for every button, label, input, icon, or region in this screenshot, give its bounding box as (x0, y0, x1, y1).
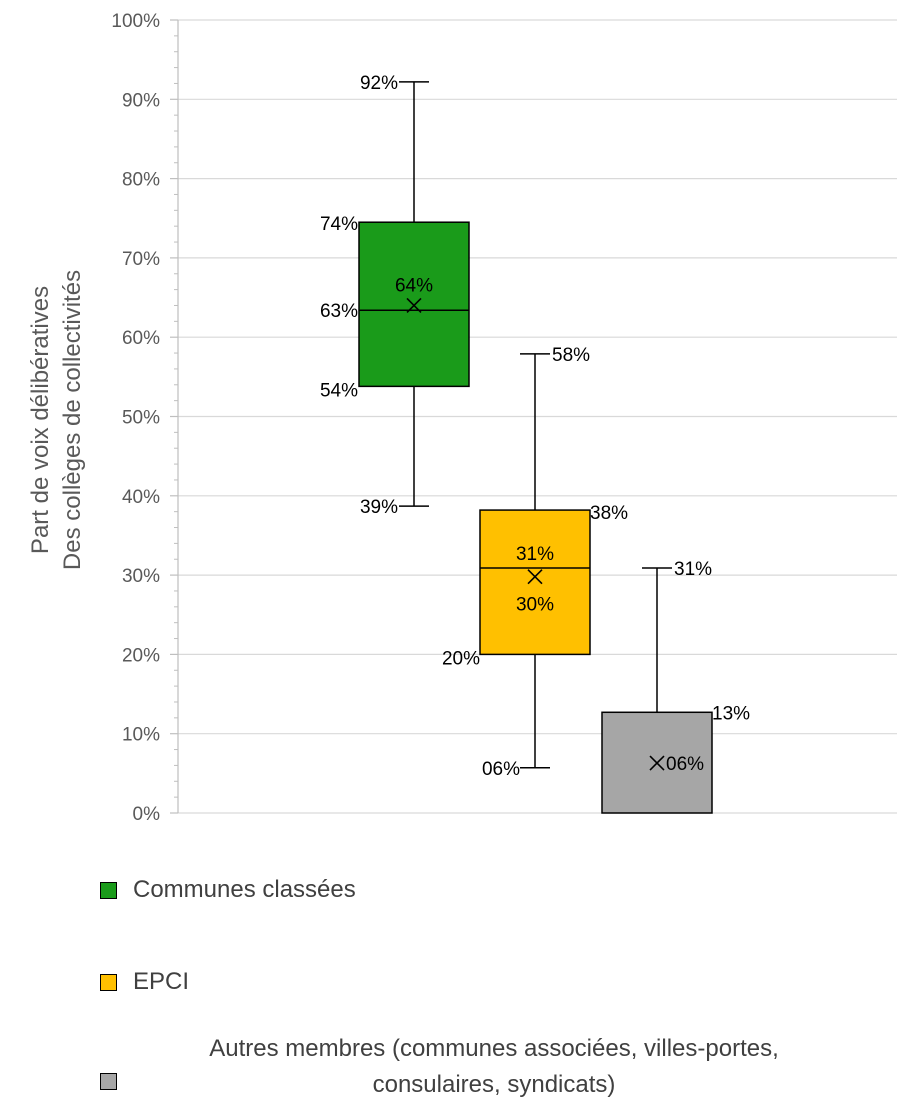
legend-swatch-epci (100, 973, 117, 991)
y-axis-title-line-2: Des collèges de collectivités (59, 270, 86, 570)
y-axis: 0% 10% 20% 30% 40% 50% 60% 70% 80% 90% 100% (111, 11, 179, 825)
gridlines (178, 19, 897, 814)
legend-label-autres-membres-line-1: Autres membres (communes associées, vill… (209, 1035, 779, 1062)
y-tick-label-90: 90% (122, 90, 160, 111)
legend-item-epci: EPCI (100, 968, 189, 996)
label-mean-epci: 30% (516, 595, 554, 616)
y-tick-label-100: 100% (111, 11, 160, 32)
y-tick-label-0: 0% (133, 804, 161, 825)
label-mean-communes-classees: 64% (395, 275, 433, 296)
y-axis-title-line-1: Part de voix délibératives (27, 286, 54, 554)
label-q3-communes-classees: 74% (320, 214, 358, 235)
y-tick-label-80: 80% (122, 170, 160, 191)
legend-item-autres-membres: Autres membres (communes associées, vill… (100, 1031, 860, 1103)
legend-item-communes-classees: Communes classées (100, 876, 356, 904)
y-tick-label-20: 20% (122, 645, 160, 666)
mean-marker-autres-membres (649, 755, 665, 771)
mean-marker-epci (527, 569, 543, 585)
label-max-communes-classees: 92% (360, 73, 398, 94)
label-mean-autres-membres: 06% (666, 754, 704, 775)
box-epci (479, 509, 591, 656)
data-labels: 92% 74% 64% 63% 54% 39% 58% 38% 31% 30% 20% 06% 31% 1… (320, 73, 750, 780)
box-plot-chart: 0% 10% 20% 30% 40% 50% 60% 70% 80% 90% 100% 92% 74%… (27, 11, 897, 825)
label-q1-epci: 20% (442, 648, 480, 669)
label-min-epci: 06% (482, 759, 520, 780)
label-median-epci: 31% (516, 544, 554, 565)
mean-marker-stroke-b-autres-membres (649, 755, 665, 771)
y-tick-label-30: 30% (122, 566, 160, 587)
legend-swatch-communes-classees (100, 881, 117, 899)
legend-label-communes-classees: Communes classées (133, 876, 356, 903)
label-min-communes-classees: 39% (360, 497, 398, 518)
legend-label-autres-membres-line-2: consulaires, syndicats) (372, 1071, 616, 1098)
legend-label-epci: EPCI (133, 968, 190, 995)
mean-marker-stroke-b-epci (527, 569, 543, 585)
label-q1-communes-classees: 54% (320, 380, 358, 401)
box-communes-classees (358, 221, 470, 388)
label-q3-epci: 38% (590, 503, 628, 524)
mean-marker-stroke-b-communes-classees (406, 297, 422, 314)
label-max-epci: 58% (552, 345, 590, 366)
label-max-autres-membres: 31% (674, 559, 712, 580)
legend-label-autres-membres: Autres membres (communes associées, vill… (134, 1031, 854, 1103)
y-tick-label-60: 60% (122, 328, 160, 349)
label-median-communes-classees: 63% (320, 301, 358, 322)
y-tick-label-10: 10% (122, 725, 160, 746)
y-tick-label-50: 50% (122, 408, 160, 429)
y-tick-label-70: 70% (122, 249, 160, 270)
legend-swatch-autres-membres (100, 1073, 117, 1090)
label-q3-autres-membres: 13% (712, 703, 750, 724)
mean-marker-communes-classees (406, 297, 422, 314)
y-tick-label-40: 40% (122, 487, 160, 508)
boxes (358, 81, 713, 814)
